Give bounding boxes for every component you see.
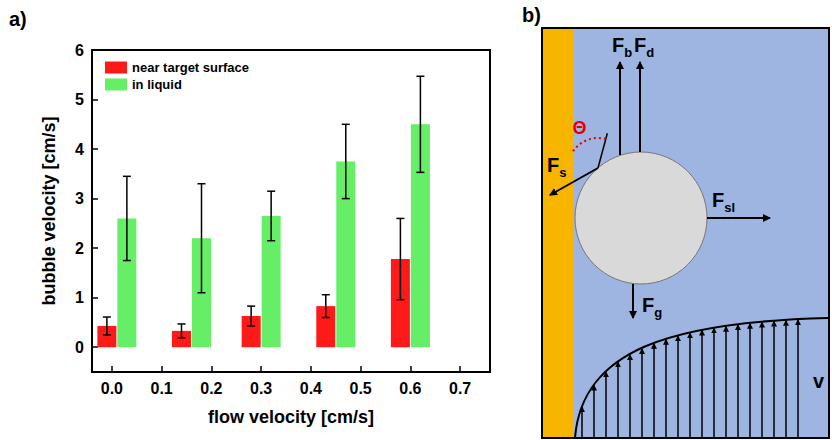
svg-text:6: 6 [75,42,84,59]
svg-text:1: 1 [75,289,84,306]
svg-text:0.1: 0.1 [151,380,173,397]
svg-text:0.5: 0.5 [350,380,372,397]
svg-text:0.2: 0.2 [200,380,222,397]
svg-text:a): a) [9,8,27,30]
svg-text:4: 4 [75,141,84,158]
svg-text:Θ: Θ [572,118,586,138]
svg-text:0.3: 0.3 [250,380,272,397]
svg-text:in liquid: in liquid [132,77,182,92]
svg-text:3: 3 [75,190,84,207]
svg-text:flow velocity [cm/s]: flow velocity [cm/s] [208,407,374,427]
svg-text:0.0: 0.0 [101,380,123,397]
svg-text:0: 0 [75,339,84,356]
svg-text:0.6: 0.6 [399,380,421,397]
svg-text:bubble velocity [cm/s]: bubble velocity [cm/s] [39,116,59,305]
svg-text:b): b) [522,4,541,26]
svg-text:2: 2 [75,240,84,257]
svg-text:5: 5 [75,91,84,108]
svg-text:near target surface: near target surface [132,60,249,75]
svg-text:Fb: Fb [612,34,632,60]
svg-text:Fd: Fd [634,34,654,60]
svg-text:Fsl: Fsl [712,189,735,215]
svg-text:0.7: 0.7 [449,380,471,397]
svg-text:v: v [813,370,825,392]
svg-text:Fg: Fg [642,294,662,320]
svg-text:Fs: Fs [547,154,566,180]
svg-text:0.4: 0.4 [300,380,322,397]
